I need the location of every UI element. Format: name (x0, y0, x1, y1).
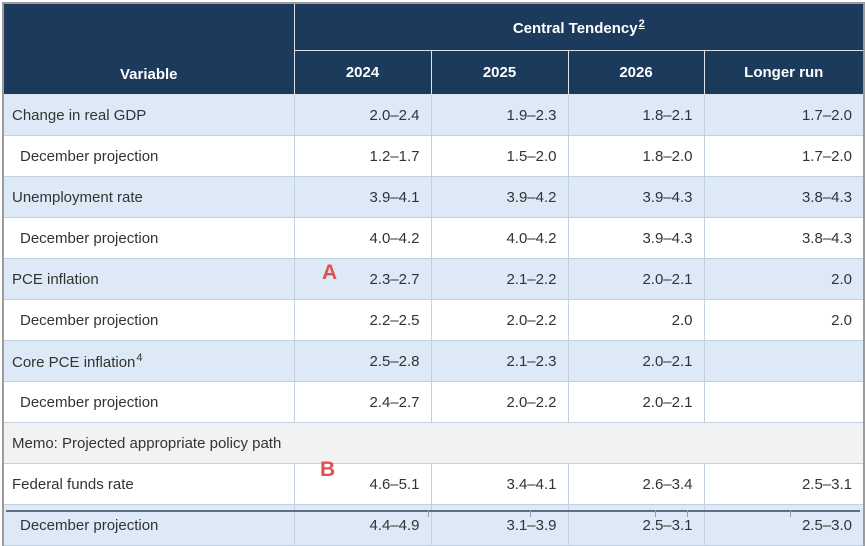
row-variable-cell: PCE inflation (2, 258, 295, 300)
value-2026: 2.0 (567, 299, 705, 341)
value-longer-run: 2.5–3.1 (703, 463, 865, 505)
value-longer-run (703, 381, 865, 423)
column-header-longer-run: Longer run (703, 50, 865, 95)
row-variable-cell: December projection (2, 217, 295, 259)
table-row: Core PCE inflation4 2.5–2.8 2.1–2.3 2.0–… (2, 340, 865, 382)
value-2025: 2.1–2.3 (430, 340, 569, 382)
column-header-2026: 2026 (567, 50, 705, 95)
value-longer-run: 2.0 (703, 258, 865, 300)
value-longer-run: 3.8–4.3 (703, 217, 865, 259)
table-row: December projection 1.2–1.7 1.5–2.0 1.8–… (2, 135, 865, 177)
value-2024: 2.5–2.8 (293, 340, 432, 382)
value-2025: 2.1–2.2 (430, 258, 569, 300)
value-longer-run: 1.7–2.0 (703, 135, 865, 177)
row-label: December projection (20, 516, 159, 534)
row-variable-cell: Federal funds rate (2, 463, 295, 505)
row-variable-cell: December projection (2, 299, 295, 341)
table-row: Federal funds rate 4.6–5.1 3.4–4.1 2.6–3… (2, 463, 865, 505)
annotation-letter-b: B (320, 458, 336, 481)
value-longer-run: 3.8–4.3 (703, 176, 865, 218)
table-row: Change in real GDP 2.0–2.4 1.9–2.3 1.8–2… (2, 94, 865, 136)
value-longer-run (703, 340, 865, 382)
footnote-ref: 4 (136, 351, 143, 364)
value-longer-run: 1.7–2.0 (703, 94, 865, 136)
table-row: December projection 2.4–2.7 2.0–2.2 2.0–… (2, 381, 865, 423)
value-2024: 3.9–4.1 (293, 176, 432, 218)
table-row: December projection 4.0–4.2 4.0–4.2 3.9–… (2, 217, 865, 259)
value-2026: 3.9–4.3 (567, 217, 705, 259)
value-2025: 1.5–2.0 (430, 135, 569, 177)
value-2025: 1.9–2.3 (430, 94, 569, 136)
row-label: PCE inflation (12, 270, 99, 288)
table-row: Unemployment rate 3.9–4.1 3.9–4.2 3.9–4.… (2, 176, 865, 218)
central-tendency-header: Central Tendency2 (293, 2, 865, 52)
row-label: Core PCE inflation (12, 353, 136, 371)
value-2026: 2.0–2.1 (567, 381, 705, 423)
row-variable-cell: Core PCE inflation4 (2, 340, 295, 382)
value-2024: 2.4–2.7 (293, 381, 432, 423)
cropped-next-table-edge (6, 510, 860, 512)
value-2024: 2.3–2.7 (293, 258, 432, 300)
value-2025: 4.0–4.2 (430, 217, 569, 259)
year-header-row: 2024 2025 2026 Longer run (3, 50, 865, 95)
value-2026: 1.8–2.1 (567, 94, 705, 136)
row-label: Federal funds rate (12, 475, 134, 493)
cropped-column-tick (428, 510, 429, 517)
annotation-letter-a: A (322, 261, 338, 284)
column-header-2024: 2024 (293, 50, 432, 95)
table-row: PCE inflation 2.3–2.7 2.1–2.2 2.0–2.1 2.… (2, 258, 865, 300)
memo-label: Memo: Projected appropriate policy path (2, 422, 865, 464)
value-2026: 2.0–2.1 (567, 258, 705, 300)
footnote-2-link[interactable]: 2 (638, 17, 645, 30)
cropped-column-tick (655, 510, 656, 517)
variable-column-label: Variable (119, 66, 178, 83)
row-label: December projection (20, 147, 159, 165)
value-2024: 2.2–2.5 (293, 299, 432, 341)
row-variable-cell: Change in real GDP (2, 94, 295, 136)
value-2026: 1.8–2.0 (567, 135, 705, 177)
memo-row: Memo: Projected appropriate policy path (2, 422, 865, 464)
cropped-column-tick (530, 510, 531, 517)
row-label: Change in real GDP (12, 106, 147, 124)
row-variable-cell: December projection (2, 381, 295, 423)
value-2024: 1.2–1.7 (293, 135, 432, 177)
row-label: December projection (20, 311, 159, 329)
value-2026: 2.0–2.1 (567, 340, 705, 382)
value-2025: 3.4–4.1 (430, 463, 569, 505)
value-2025: 3.9–4.2 (430, 176, 569, 218)
cropped-column-tick (790, 510, 791, 517)
value-2024: 4.0–4.2 (293, 217, 432, 259)
row-variable-cell: December projection (2, 135, 295, 177)
value-2024: 2.0–2.4 (293, 94, 432, 136)
value-2025: 2.0–2.2 (430, 381, 569, 423)
row-variable-cell: Unemployment rate (2, 176, 295, 218)
variable-column-header: Variable (2, 2, 295, 95)
row-label: December projection (20, 393, 159, 411)
table-body: Change in real GDP 2.0–2.4 1.9–2.3 1.8–2… (2, 94, 865, 546)
value-2026: 2.6–3.4 (567, 463, 705, 505)
column-header-2025: 2025 (430, 50, 569, 95)
row-label: Unemployment rate (12, 188, 143, 206)
value-2024: 4.6–5.1 (293, 463, 432, 505)
central-tendency-label: Central Tendency (512, 19, 638, 37)
cropped-column-tick (687, 510, 688, 517)
group-header-row: Variable Central Tendency2 (2, 2, 865, 95)
value-2026: 3.9–4.3 (567, 176, 705, 218)
value-2025: 2.0–2.2 (430, 299, 569, 341)
table-row: December projection 2.2–2.5 2.0–2.2 2.0 … (2, 299, 865, 341)
row-label: December projection (20, 229, 159, 247)
value-longer-run: 2.0 (703, 299, 865, 341)
